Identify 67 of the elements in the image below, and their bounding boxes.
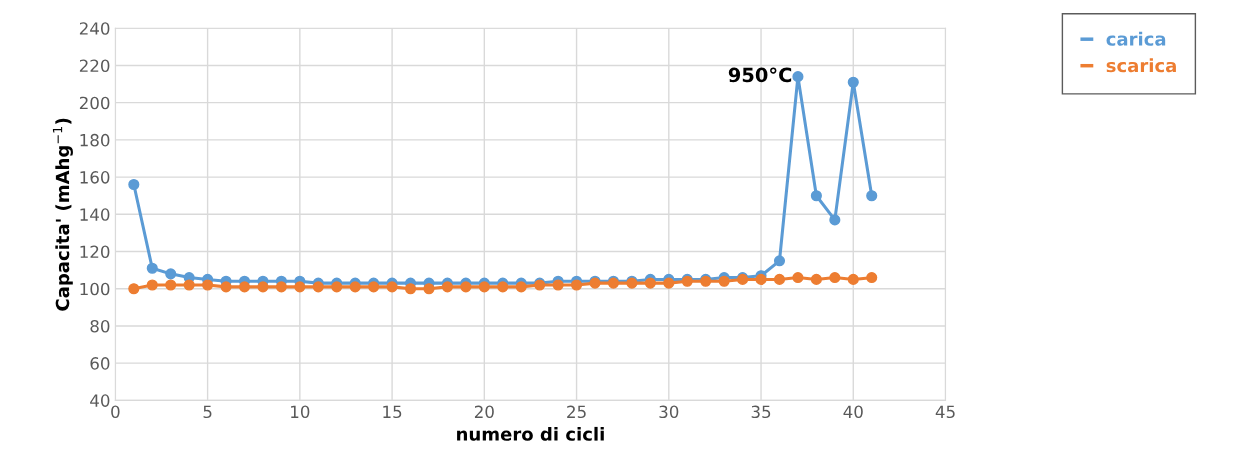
- x-tick-label: 20: [474, 405, 494, 419]
- point: [829, 214, 841, 226]
- point: [497, 281, 509, 293]
- x-tick-label: 45: [935, 405, 955, 419]
- y-tick-label: 200: [79, 96, 110, 110]
- point: [515, 281, 527, 293]
- point: [552, 279, 564, 291]
- y-tick-label: 40: [90, 394, 110, 407]
- point: [238, 281, 251, 293]
- point: [294, 281, 306, 293]
- x-tick-label: 40: [843, 405, 863, 419]
- y-tick-label: 140: [80, 208, 110, 221]
- x-tick-label: 30: [659, 405, 679, 419]
- point: [146, 279, 158, 291]
- point: [663, 277, 675, 289]
- point: [183, 279, 195, 291]
- y-tick-label: 100: [80, 282, 110, 296]
- point: [792, 272, 804, 284]
- y-axis-title: Capacita' (mAhg$^{−1}$): [52, 118, 73, 311]
- legend-label: carica: [1106, 31, 1166, 46]
- annotation: 950°C: [728, 67, 792, 83]
- point: [866, 272, 878, 284]
- point: [404, 283, 417, 295]
- y-tick-label: 80: [90, 319, 110, 333]
- x-tick-label: 35: [751, 405, 771, 419]
- point: [810, 190, 822, 202]
- point: [773, 255, 786, 267]
- point: [368, 281, 380, 293]
- point: [257, 281, 269, 293]
- point: [866, 190, 878, 202]
- point: [644, 277, 656, 289]
- point: [829, 272, 841, 284]
- legend-label: scarica: [1106, 58, 1176, 73]
- point: [128, 178, 140, 191]
- point: [165, 268, 177, 280]
- point: [386, 281, 398, 293]
- point: [441, 281, 453, 293]
- point: [571, 279, 583, 291]
- point: [312, 281, 324, 293]
- point: [165, 279, 177, 291]
- point: [847, 76, 859, 88]
- point: [773, 273, 786, 285]
- point: [220, 281, 232, 293]
- y-tick-label: 160: [80, 171, 110, 184]
- point: [792, 71, 804, 83]
- y-tick-label: 240: [79, 22, 110, 35]
- point: [810, 273, 822, 285]
- point: [331, 281, 343, 293]
- point: [275, 281, 287, 293]
- point: [423, 283, 435, 295]
- x-tick-label: 25: [567, 405, 586, 419]
- x-tick-label: 15: [383, 405, 402, 419]
- point: [146, 262, 158, 274]
- point: [128, 283, 140, 295]
- y-tick-label: 60: [90, 357, 110, 370]
- point: [460, 281, 472, 293]
- point: [478, 281, 490, 293]
- point: [202, 279, 214, 291]
- y-tick-label: 120: [80, 245, 110, 259]
- point: [349, 281, 361, 293]
- x-tick-label: 10: [291, 405, 310, 419]
- y-tick-label: 180: [80, 133, 110, 147]
- x-axis-title: numero di cicli: [457, 426, 604, 441]
- y-tick-label: 220: [79, 59, 110, 73]
- point: [847, 273, 859, 285]
- x-tick-label: 5: [203, 405, 212, 419]
- x-tick-label: 0: [111, 405, 120, 419]
